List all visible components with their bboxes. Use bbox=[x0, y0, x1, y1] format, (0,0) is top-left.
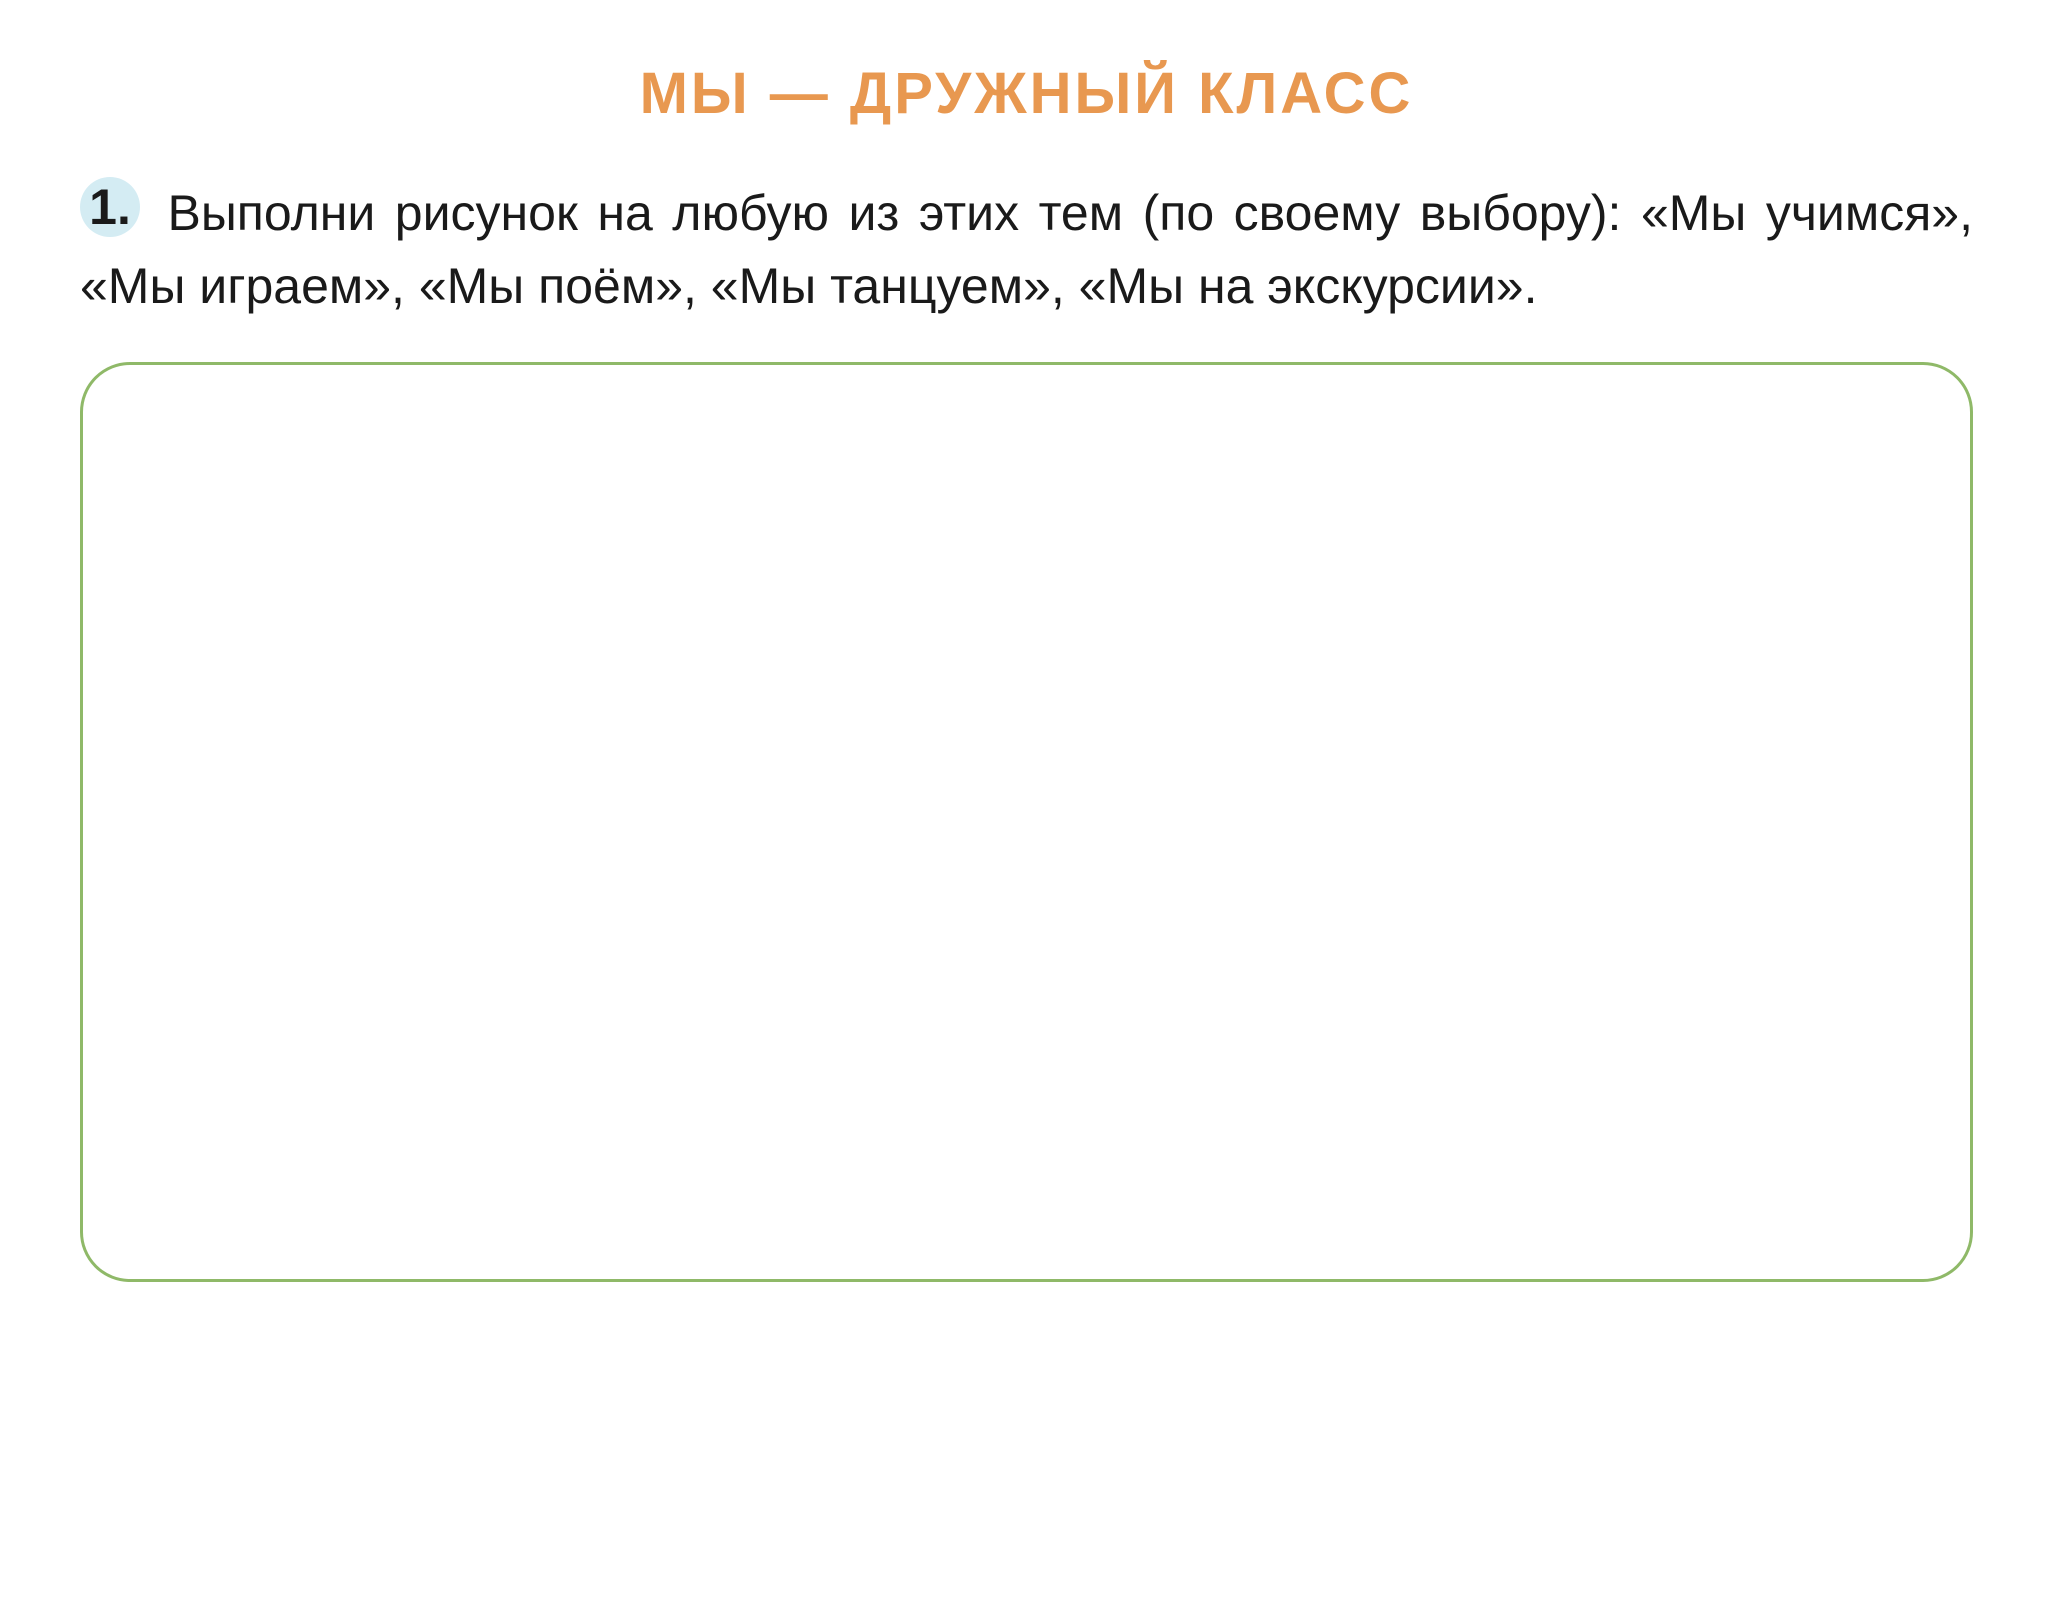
task-number: 1. bbox=[89, 171, 131, 244]
task-paragraph: 1. Выполни рисунок на любую из этих тем … bbox=[80, 177, 1973, 322]
task-text: Выполни рисунок на любую из этих тем (по… bbox=[80, 185, 1973, 314]
task-container: 1. Выполни рисунок на любую из этих тем … bbox=[80, 177, 1973, 322]
task-number-circle: 1. bbox=[80, 177, 140, 237]
page-title: МЫ — ДРУЖНЫЙ КЛАСС bbox=[80, 60, 1973, 127]
drawing-box bbox=[80, 362, 1973, 1282]
